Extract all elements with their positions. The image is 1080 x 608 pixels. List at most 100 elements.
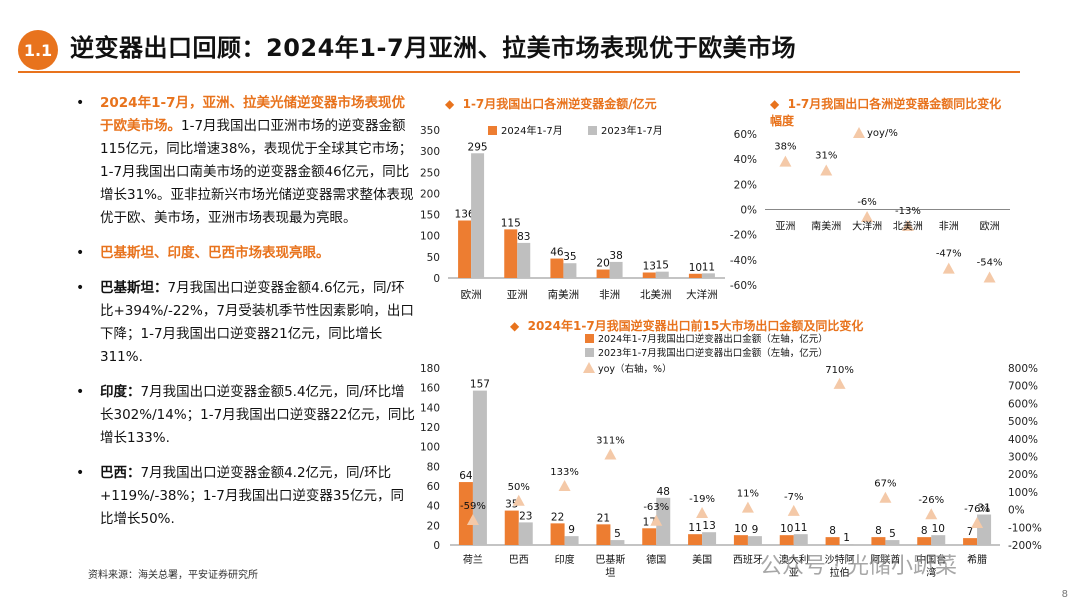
bar xyxy=(518,522,533,545)
yoy-marker xyxy=(779,155,792,167)
bar xyxy=(564,536,579,545)
x-tick-label: 荷兰 xyxy=(463,553,483,566)
yoy-marker xyxy=(820,164,833,176)
x-tick-label: 亚洲 xyxy=(775,221,795,233)
data-label: 38 xyxy=(609,250,622,262)
y-tick-label-right: -100% xyxy=(1008,522,1042,534)
yoy-marker xyxy=(787,504,800,516)
y-tick-label-right: 600% xyxy=(1008,398,1038,410)
slide-title: 逆变器出口回顾：2024年1-7月亚洲、拉美市场表现优于欧美市场 xyxy=(70,34,797,62)
bar xyxy=(471,153,485,278)
bar xyxy=(596,269,610,278)
yoy-label: 710% xyxy=(825,365,854,376)
bullet-dot-icon: • xyxy=(76,465,85,481)
bullet-india: • 印度：7月我国出口逆变器金额5.4亿元，同/环比增长302%/14%；1-7… xyxy=(72,381,417,450)
diamond-icon: ◆ xyxy=(770,97,788,111)
y-tick-label-right: 0% xyxy=(1008,505,1025,517)
yoy-label: 311% xyxy=(596,436,625,447)
bar xyxy=(963,538,978,545)
bar xyxy=(688,534,703,545)
yoy-marker xyxy=(879,491,892,503)
data-label: 10 xyxy=(932,523,945,535)
yoy-marker xyxy=(741,501,754,513)
bar xyxy=(871,537,886,545)
data-label: 83 xyxy=(517,231,530,243)
x-tick-label: 北美洲 xyxy=(640,288,672,301)
bar xyxy=(747,536,762,545)
bullet-asia-latam: • 2024年1-7月，亚洲、拉美光储逆变器市场表现优于欧美市场。1-7月我国出… xyxy=(72,92,417,230)
bar xyxy=(458,482,473,545)
section-badge: 1.1 xyxy=(18,30,58,70)
bullet-label: 印度： xyxy=(100,384,141,400)
y-tick-label: -20% xyxy=(730,230,757,242)
data-label: 295 xyxy=(468,141,488,153)
y-tick-label-left: 180 xyxy=(420,363,440,375)
bar xyxy=(656,497,671,545)
yoy-marker xyxy=(942,262,955,274)
yoy-marker xyxy=(901,219,914,231)
data-label: 15 xyxy=(656,260,669,272)
x-tick-label: 巴西 xyxy=(509,554,529,566)
page-number: 8 xyxy=(1061,589,1068,600)
bullet-dot-icon: • xyxy=(76,245,85,261)
x-tick-label: 非洲 xyxy=(599,289,620,301)
y-tick-label: 250 xyxy=(420,167,440,179)
x-tick-label: 阿联酋 xyxy=(870,553,900,566)
bar xyxy=(517,242,531,278)
legend-label: yoy/% xyxy=(867,128,898,139)
bar xyxy=(642,272,656,278)
data-label: 11 xyxy=(794,522,807,534)
data-label: 13 xyxy=(702,520,715,532)
bar xyxy=(702,532,717,545)
data-label: 35 xyxy=(563,251,576,263)
data-label: 31% xyxy=(815,150,837,161)
x-tick-label: 北美洲 xyxy=(893,220,923,233)
bar xyxy=(839,544,854,545)
data-label: 5 xyxy=(889,528,896,540)
x-tick-label: 巴基斯 xyxy=(595,553,625,566)
bar xyxy=(550,258,564,278)
data-label: 13 xyxy=(643,261,656,273)
x-tick-label: 大洋洲 xyxy=(852,220,882,233)
y-tick-label: 60% xyxy=(734,129,757,141)
y-tick-label-right: 100% xyxy=(1008,487,1038,499)
bullet-text: 7月我国出口逆变器金额4.2亿元，同/环比+119%/-38%；1-7月我国出口… xyxy=(100,465,405,527)
x-tick-label: 欧洲 xyxy=(461,289,482,301)
title-divider xyxy=(18,71,1020,73)
y-tick-label-left: 160 xyxy=(420,383,440,395)
y-tick-label-left: 120 xyxy=(420,422,440,434)
x-tick-label: 中国台 xyxy=(916,553,946,566)
yoy-marker xyxy=(558,480,571,492)
y-tick-label-right: 300% xyxy=(1008,452,1038,464)
bullet-dot-icon: • xyxy=(76,95,85,111)
x-tick-label: 南美洲 xyxy=(811,220,841,233)
diamond-icon: ◆ xyxy=(510,319,528,333)
data-label: 9 xyxy=(752,524,759,536)
data-label: 115 xyxy=(501,217,521,229)
yoy-marker xyxy=(925,508,938,520)
x-tick-label: 沙特阿 xyxy=(825,554,855,566)
bar xyxy=(610,540,625,545)
x-tick-label: 美国 xyxy=(692,553,712,566)
data-label: -54% xyxy=(977,257,1003,268)
data-label: 11 xyxy=(688,522,701,534)
legend-label: yoy（右轴，%） xyxy=(598,363,672,375)
y-tick-label-right: 800% xyxy=(1008,363,1038,375)
x-tick-label: 南美洲 xyxy=(548,288,580,301)
data-label: 136 xyxy=(455,208,475,220)
y-tick-label: 40% xyxy=(734,154,757,166)
bar xyxy=(779,535,794,545)
bar xyxy=(793,534,808,545)
y-tick-label: 200 xyxy=(420,188,440,200)
data-label: 10 xyxy=(689,262,702,274)
bar xyxy=(596,524,611,545)
data-label: 20 xyxy=(596,258,609,270)
chart3-title: ◆ 2024年1-7月我国逆变器出口前15大市场出口金额及同比变化 xyxy=(510,319,864,333)
y-tick-label-right: -200% xyxy=(1008,540,1042,552)
bullet-highlight: 2024年1-7月，亚洲、拉美光储逆变器市场表现优于欧美市场。 xyxy=(100,95,405,134)
x-tick-label: 印度 xyxy=(555,553,575,566)
data-label: 31 xyxy=(977,503,990,515)
bullet-text: 1-7月我国出口亚洲市场的逆变器金额115亿元，同比增速38%，表现优于全球其它… xyxy=(100,118,414,226)
yoy-label: -76% xyxy=(964,504,990,515)
data-label: 1 xyxy=(843,532,850,544)
